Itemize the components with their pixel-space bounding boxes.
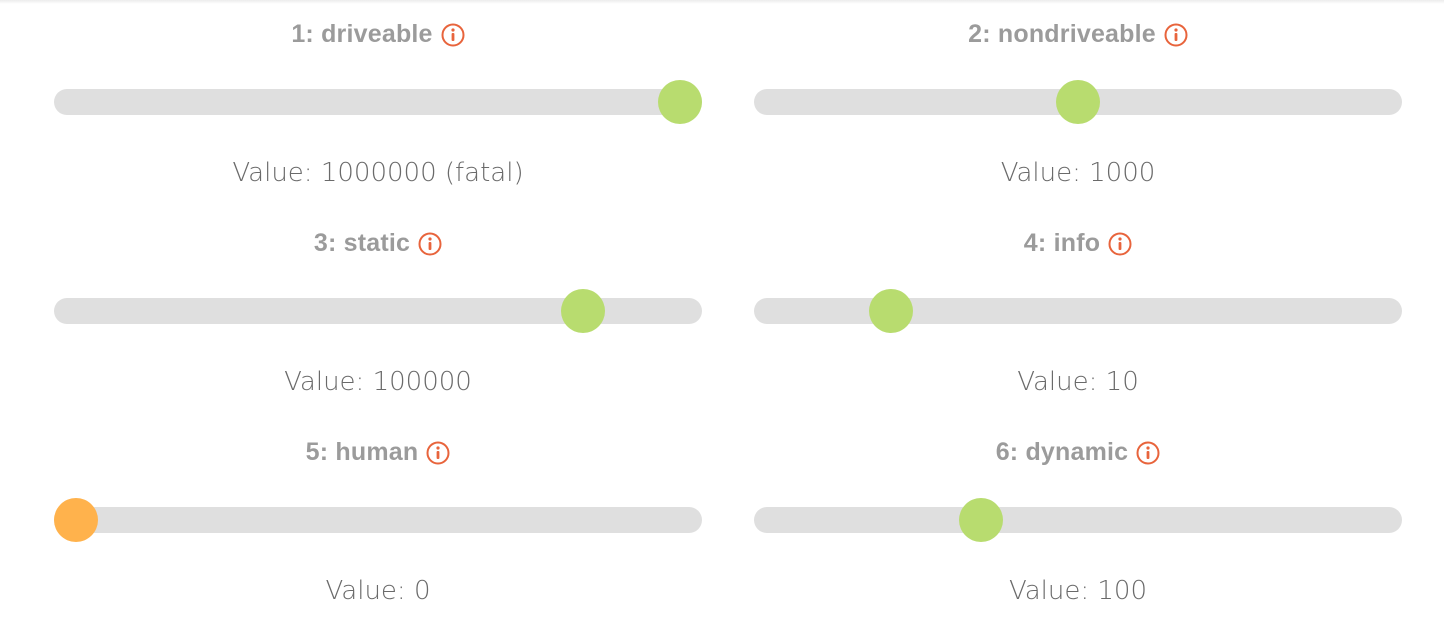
slider-thumb[interactable] [561,289,606,333]
slider-thumb[interactable] [959,498,1004,542]
slider-track[interactable] [54,507,702,533]
slider-title-row: 3: static [54,229,702,258]
slider-track[interactable] [754,507,1402,533]
slider-thumb[interactable] [658,80,702,124]
slider-title: 1: driveable [291,20,433,48]
slider-title: 6: dynamic [995,438,1129,466]
slider-title: 2: nondriveable [968,20,1156,48]
info-icon[interactable] [1108,232,1132,256]
slider-title-row: 6: dynamic [754,438,1402,467]
info-icon[interactable] [426,441,450,465]
slider-dynamic: 6: dynamic Value: 100 [754,418,1402,627]
slider-nondriveable: 2: nondriveable Value: 1000 [754,0,1402,209]
slider-title-row: 4: info [754,229,1402,258]
slider-title-row: 5: human [54,438,702,467]
slider-title: 4: info [1023,229,1101,257]
slider-driveable: 1: driveable Value: 1000000 (fatal) [54,0,702,209]
slider-value: Value: 1000000 (fatal) [232,158,524,188]
top-shadow [0,0,1444,4]
slider-value: Value: 0 [325,576,431,606]
slider-value: Value: 100000 [284,367,472,397]
info-icon[interactable] [1136,441,1160,465]
slider-info: 4: info Value: 10 [754,209,1402,418]
info-icon[interactable] [441,23,465,47]
slider-thumb[interactable] [54,498,98,542]
slider-title: 5: human [305,438,419,466]
slider-thumb[interactable] [868,289,913,333]
slider-value: Value: 1000 [1000,158,1156,188]
info-icon[interactable] [418,232,442,256]
slider-track[interactable] [54,89,702,115]
slider-title: 3: static [313,229,411,257]
slider-thumb[interactable] [1056,80,1100,124]
slider-static: 3: static Value: 100000 [54,209,702,418]
info-icon[interactable] [1164,23,1188,47]
slider-human: 5: human Value: 0 [54,418,702,627]
slider-title-row: 2: nondriveable [754,20,1402,49]
slider-title-row: 1: driveable [54,20,702,49]
slider-value: Value: 10 [1017,367,1139,397]
slider-value: Value: 100 [1008,576,1148,606]
slider-track[interactable] [754,298,1402,324]
